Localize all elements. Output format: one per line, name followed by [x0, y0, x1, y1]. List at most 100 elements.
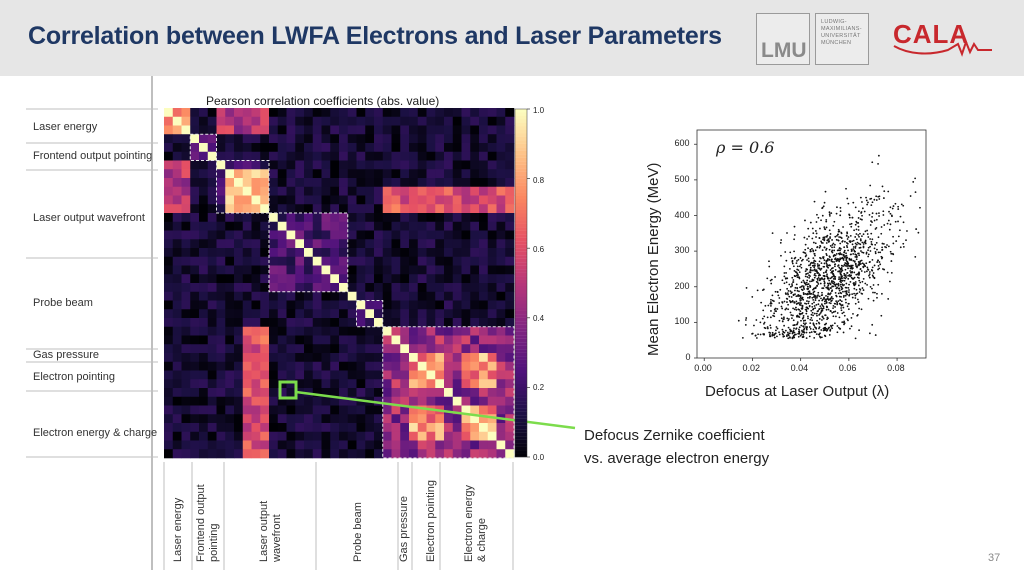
scatter-point [793, 327, 795, 330]
scatter-point [891, 215, 893, 218]
heatmap-cell [487, 291, 497, 301]
heatmap-cell [312, 449, 322, 459]
heatmap-cell [207, 134, 217, 144]
heatmap-cell [269, 388, 279, 398]
scatter-point [858, 272, 860, 274]
scatter-point [805, 273, 807, 276]
heatmap-cell [382, 309, 392, 319]
scatter-point [826, 318, 828, 321]
heatmap-cell [251, 370, 261, 380]
scatter-point [811, 302, 814, 305]
scatter-point [846, 305, 849, 308]
heatmap-cell [172, 440, 182, 450]
scatter-point [769, 316, 772, 319]
scatter-point [805, 322, 807, 325]
heatmap-cell [172, 326, 182, 336]
scatter-point [772, 314, 775, 317]
heatmap-cell [251, 353, 261, 363]
heatmap-cell [251, 108, 261, 118]
scatter-point [868, 261, 871, 264]
heatmap-cell [382, 169, 392, 179]
heatmap-cell [400, 326, 410, 336]
scatter-point [771, 232, 774, 234]
heatmap-cell [426, 309, 436, 319]
heatmap-cell [347, 335, 357, 345]
heatmap-cell [207, 230, 217, 240]
heatmap-cell [461, 318, 471, 328]
scatter-point [835, 238, 838, 241]
scatter-point [809, 322, 812, 325]
heatmap-cell [347, 178, 357, 188]
scatter-point [812, 241, 815, 244]
heatmap-cell [400, 256, 410, 266]
heatmap-cell [225, 169, 235, 179]
heatmap-cell [321, 143, 331, 153]
heatmap-cell [347, 388, 357, 398]
scatter-point [819, 332, 821, 335]
heatmap-cell [382, 300, 392, 310]
heatmap-cell [365, 265, 375, 275]
scatter-point [811, 305, 814, 308]
heatmap-cell [164, 125, 174, 135]
heatmap-cell [417, 423, 427, 433]
heatmap-cell [172, 274, 182, 284]
heatmap-cell [382, 143, 392, 153]
heatmap-cell [304, 221, 314, 231]
scatter-point [780, 239, 783, 241]
scatter-point [806, 288, 809, 290]
heatmap-cell [312, 151, 322, 161]
heatmap-cell [164, 256, 174, 266]
heatmap-cell [391, 186, 401, 196]
heatmap-cell [286, 221, 296, 231]
scatter-x-label: Defocus at Laser Output (λ) [705, 383, 890, 400]
heatmap-cell [312, 423, 322, 433]
heatmap-cell [330, 265, 340, 275]
scatter-point [890, 272, 893, 274]
scatter-point [854, 294, 857, 297]
heatmap-cell [409, 213, 419, 223]
heatmap-cell [444, 108, 454, 118]
scatter-point [897, 205, 900, 208]
heatmap-cell [207, 405, 217, 415]
heatmap-cell [452, 256, 462, 266]
heatmap-cell [321, 230, 331, 240]
heatmap-cell [426, 353, 436, 363]
heatmap-cell [452, 423, 462, 433]
scatter-point [786, 317, 789, 320]
heatmap-cell [444, 344, 454, 354]
heatmap-cell [295, 213, 305, 223]
heatmap-cell [321, 353, 331, 363]
scatter-point [790, 257, 793, 260]
scatter-point [796, 276, 799, 279]
colorbar-segment [515, 349, 527, 353]
heatmap-cell [277, 134, 287, 144]
heatmap-cell [339, 431, 349, 441]
heatmap-cell [295, 248, 305, 258]
heatmap-cell [181, 169, 191, 179]
scatter-point [799, 313, 801, 316]
heatmap-cell [242, 108, 252, 118]
colorbar-segment [515, 446, 527, 451]
heatmap-cell [304, 361, 314, 371]
heatmap-cell [190, 370, 200, 380]
heatmap-cell [234, 370, 244, 380]
heatmap-cell [260, 204, 270, 214]
scatter-point [857, 301, 860, 303]
scatter-point [891, 207, 894, 210]
heatmap-cell [461, 274, 471, 284]
heatmap-cell [417, 151, 427, 161]
colorbar-segment [515, 352, 527, 357]
heatmap-cell [374, 186, 384, 196]
heatmap-cell [286, 291, 296, 301]
scatter-point [867, 236, 870, 238]
heatmap-cell [400, 405, 410, 415]
heatmap-cell [269, 423, 279, 433]
heatmap-cell [269, 143, 279, 153]
heatmap-cell [286, 169, 296, 179]
scatter-point [863, 241, 866, 244]
heatmap-cell [242, 344, 252, 354]
scatter-point [806, 300, 808, 302]
colorbar-segment [515, 324, 527, 329]
heatmap-cell [339, 309, 349, 319]
heatmap-cell [365, 256, 375, 266]
